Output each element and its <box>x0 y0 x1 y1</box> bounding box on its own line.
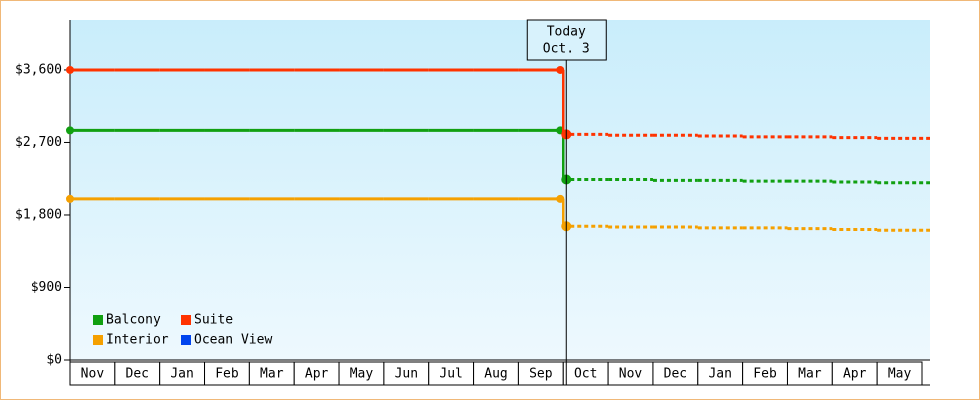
legend-swatch <box>93 335 103 345</box>
x-tick-label: Nov <box>619 367 643 382</box>
y-tick-label: $2,700 <box>15 135 62 150</box>
x-tick-label: Jan <box>708 367 731 382</box>
legend-swatch <box>181 315 191 325</box>
x-tick-label: May <box>888 367 912 382</box>
legend-label: Balcony <box>106 313 161 328</box>
x-tick-label: May <box>350 367 374 382</box>
plot-area <box>70 20 930 360</box>
x-tick-label: Jun <box>395 367 418 382</box>
x-tick-label: Dec <box>664 367 687 382</box>
legend-label: Suite <box>194 313 233 328</box>
x-tick-label: Dec <box>126 367 149 382</box>
x-tick-label: Nov <box>81 367 105 382</box>
x-tick-label: Oct <box>574 367 597 382</box>
today-label: Today <box>547 25 586 40</box>
point-marker <box>66 65 74 74</box>
x-tick-label: Mar <box>798 367 822 382</box>
today-date: Oct. 3 <box>543 42 590 57</box>
x-tick-label: Sep <box>529 367 553 382</box>
x-tick-label: Jul <box>439 367 462 382</box>
point-marker <box>66 194 74 203</box>
x-tick-label: Feb <box>215 367 239 382</box>
legend-swatch <box>93 315 103 325</box>
y-tick-label: $900 <box>31 280 62 295</box>
x-tick-label: Apr <box>843 367 867 382</box>
y-tick-label: $0 <box>46 353 62 368</box>
today-box <box>526 19 607 61</box>
x-tick-label: Jan <box>170 367 193 382</box>
x-tick-label: Aug <box>484 367 507 382</box>
point-marker <box>556 194 565 203</box>
legend-label: Ocean View <box>194 333 272 348</box>
y-tick-label: $3,600 <box>15 62 62 77</box>
point-marker <box>556 65 565 74</box>
legend-label: Interior <box>106 333 169 348</box>
x-tick-label: Feb <box>753 367 777 382</box>
y-tick-label: $1,800 <box>15 207 62 222</box>
x-tick-label: Apr <box>305 367 329 382</box>
point-marker <box>66 126 74 135</box>
legend-swatch <box>181 335 191 345</box>
x-tick-label: Mar <box>260 367 284 382</box>
